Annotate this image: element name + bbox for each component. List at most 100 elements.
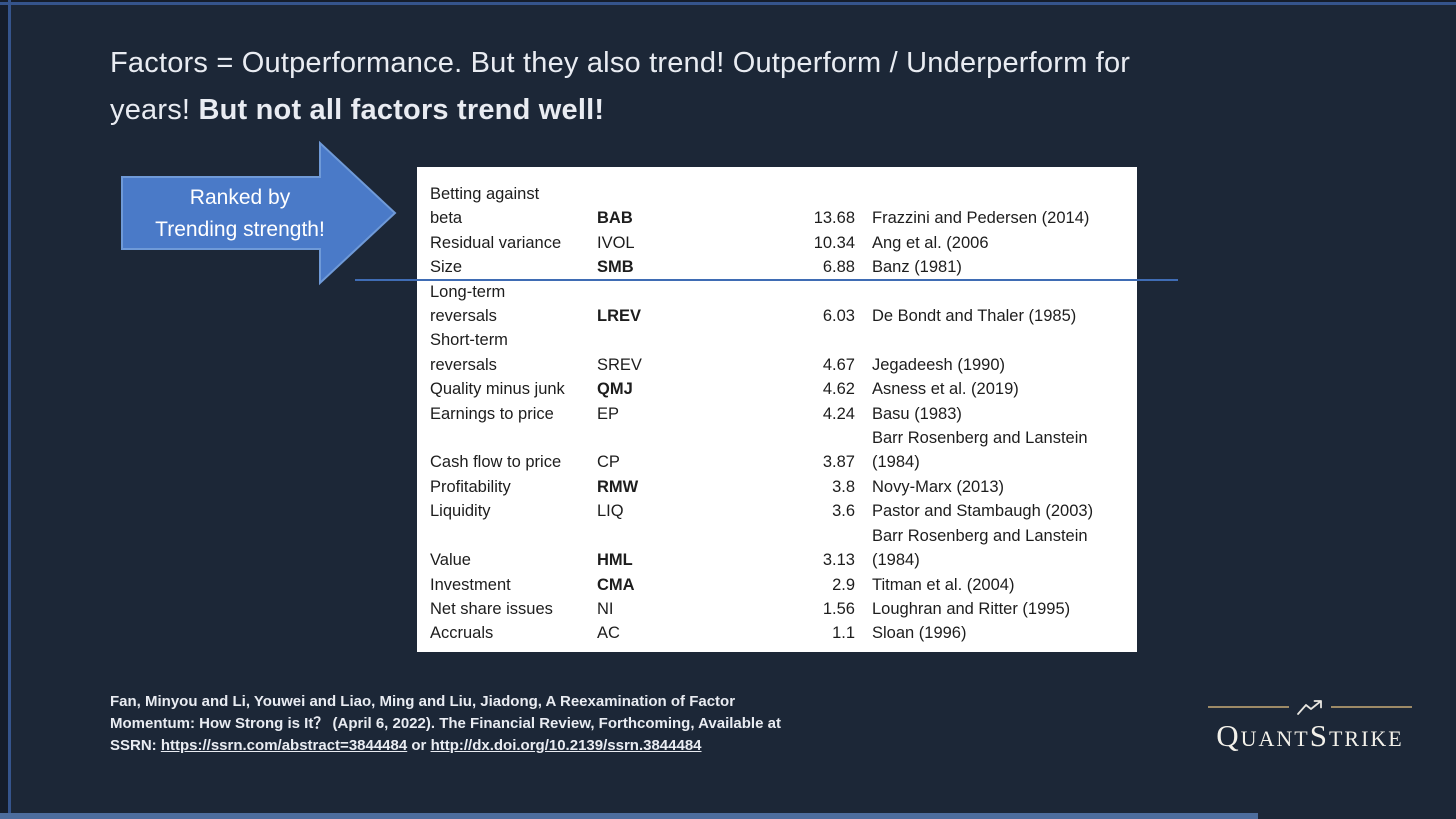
title-line2: years! But not all factors trend well!: [110, 87, 1130, 134]
trend-up-zigzag-arrow-icon: [1297, 699, 1322, 715]
reference-cell: Frazzini and Pedersen (2014): [872, 209, 1090, 228]
citation-line1: Fan, Minyou and Li, Youwei and Liao, Min…: [110, 693, 736, 710]
value-cell: 13.68: [813, 209, 855, 228]
value-cell: 3.8: [832, 477, 855, 496]
logo-rule: [1208, 698, 1412, 716]
reference-cell: Loughran and Ritter (1995): [872, 599, 1071, 618]
factor-cell: Residual variance: [430, 233, 562, 252]
reference-cell: Sloan (1996): [872, 624, 967, 643]
value-cell: 6.03: [822, 307, 855, 326]
factor-cell: Betting against beta: [430, 185, 540, 228]
arrow-label: Ranked by Trending strength!: [121, 182, 359, 246]
ticker-cell: SREV: [597, 355, 642, 374]
table-row: Residual variance IVOL 10.34 Ang et al. (20…: [430, 231, 1137, 255]
table-row: Profitability RMW 3.8 Novy-Marx (2013): [430, 475, 1137, 499]
ticker-cell: CMA: [597, 575, 635, 594]
arrow-label-line2: Trending strength!: [155, 218, 325, 241]
table-row: Size SMB 6.88 Banz (1981): [430, 255, 1137, 279]
table-row: Long-term reversals LREV 6.03 De Bondt and T…: [430, 280, 1137, 329]
table-row: Net share issues NI 1.56 Loughran and Ritte…: [430, 597, 1137, 621]
reference-cell: Titman et al. (2004): [872, 575, 1015, 594]
factor-cell: Cash flow to price: [430, 453, 562, 472]
reference-cell: Asness et al. (2019): [872, 380, 1019, 399]
reference-cell: Pastor and Stambaugh (2003): [872, 502, 1094, 521]
value-cell: 4.62: [822, 380, 855, 399]
reference-cell: Barr Rosenberg and Lanstein (1984): [872, 526, 1088, 570]
reference-cell: Basu (1983): [872, 404, 962, 423]
title-line1: Factors = Outperformance. But they also …: [110, 40, 1130, 87]
factor-table: Betting against beta BAB 13.68 Frazzini and …: [417, 167, 1137, 652]
factor-cell: Size: [430, 258, 463, 277]
table-row: Short-term reversals SREV 4.67 Jegadeesh (19…: [430, 328, 1137, 377]
reference-cell: De Bondt and Thaler (1985): [872, 307, 1077, 326]
ticker-cell: HML: [597, 551, 633, 570]
factor-cell: Investment: [430, 575, 511, 594]
slide-outer-edge-left: [0, 0, 8, 819]
table-row: Investment CMA 2.9 Titman et al. (2004): [430, 573, 1137, 597]
citation-or-text: or: [411, 737, 427, 754]
arrow-label-line1: Ranked by: [189, 186, 291, 209]
factor-cell: Short-term reversals: [430, 331, 508, 374]
factor-cell: Long-term reversals: [430, 282, 506, 326]
ticker-cell: SMB: [597, 258, 634, 277]
citation-ssrn-label: SSRN:: [110, 737, 157, 754]
table-row: Earnings to price EP 4.24 Basu (1983): [430, 402, 1137, 426]
value-cell: 1.1: [832, 624, 855, 643]
ticker-cell: LIQ: [597, 502, 624, 521]
factor-cell: Earnings to price: [430, 404, 554, 423]
value-cell: 10.34: [813, 233, 855, 252]
citation-line2: Momentum: How Strong is It？ (April 6, 20…: [110, 715, 781, 732]
slide-left-border: [8, 0, 11, 819]
doi-link[interactable]: http://dx.doi.org/10.2139/ssrn.3844484: [430, 737, 702, 754]
reference-cell: Banz (1981): [872, 258, 962, 277]
ticker-cell: QMJ: [597, 380, 633, 399]
ticker-cell: AC: [597, 624, 620, 643]
block-arrow-right-icon: [121, 140, 397, 286]
value-cell: 3.13: [822, 551, 855, 570]
slide-outer-edge-top: [0, 0, 1456, 2]
value-cell: 1.56: [822, 599, 855, 618]
title-line2-regular: years!: [110, 94, 191, 126]
ticker-cell: EP: [597, 404, 620, 423]
logo-text: QuantStrike: [1216, 718, 1404, 753]
slide-title: Factors = Outperformance. But they also …: [110, 40, 1130, 134]
value-cell: 3.6: [832, 502, 855, 521]
quantstrike-logo: QuantStrike: [1208, 698, 1412, 754]
top3-cutoff-line: [355, 279, 1178, 281]
table-row: Betting against beta BAB 13.68 Frazzini and …: [430, 182, 1137, 231]
title-line1-text: Factors = Outperformance. But they also …: [110, 47, 1131, 79]
ticker-cell: IVOL: [597, 233, 635, 252]
title-line2-bold: But not all factors trend well!: [198, 94, 605, 126]
ssrn-link[interactable]: https://ssrn.com/abstract=3844484: [160, 737, 408, 754]
ticker-cell: LREV: [597, 307, 642, 326]
ticker-cell: RMW: [597, 477, 639, 496]
citation: Fan, Minyou and Li, Youwei and Liao, Min…: [110, 691, 781, 757]
value-cell: 4.24: [822, 404, 855, 423]
value-cell: 2.9: [832, 575, 855, 594]
table-row: Accruals AC 1.1 Sloan (1996): [430, 621, 1137, 645]
factor-cell: Liquidity: [430, 502, 491, 521]
reference-cell: Ang et al. (2006: [872, 233, 989, 252]
table-row: Value HML 3.13 Barr Rosenberg and Lanstein(…: [430, 524, 1137, 573]
logo-rule-right: [1331, 706, 1412, 708]
factor-cell: Value: [430, 551, 471, 570]
citation-line3: SSRN: https://ssrn.com/abstract=3844484 …: [110, 735, 781, 757]
reference-cell: Novy-Marx (2013): [872, 477, 1005, 496]
logo-rule-left: [1208, 706, 1289, 708]
value-cell: 3.87: [822, 453, 855, 472]
factor-cell: Quality minus junk: [430, 380, 565, 399]
table-row: Quality minus junk QMJ 4.62 Asness et al. (…: [430, 377, 1137, 401]
factor-cell: Profitability: [430, 477, 511, 496]
slide-bottom-bar: [0, 813, 1258, 819]
ranked-by-arrow: Ranked by Trending strength!: [121, 140, 398, 287]
value-cell: 4.67: [822, 355, 855, 374]
reference-cell: Jegadeesh (1990): [872, 355, 1006, 374]
reference-cell: Barr Rosenberg and Lanstein (1984): [872, 429, 1088, 472]
ticker-cell: NI: [597, 599, 614, 618]
slide-top-border: [0, 2, 1456, 5]
factor-cell: Accruals: [430, 624, 494, 643]
factor-cell: Net share issues: [430, 599, 553, 618]
ticker-cell: CP: [597, 453, 620, 472]
ticker-cell: BAB: [597, 209, 633, 228]
